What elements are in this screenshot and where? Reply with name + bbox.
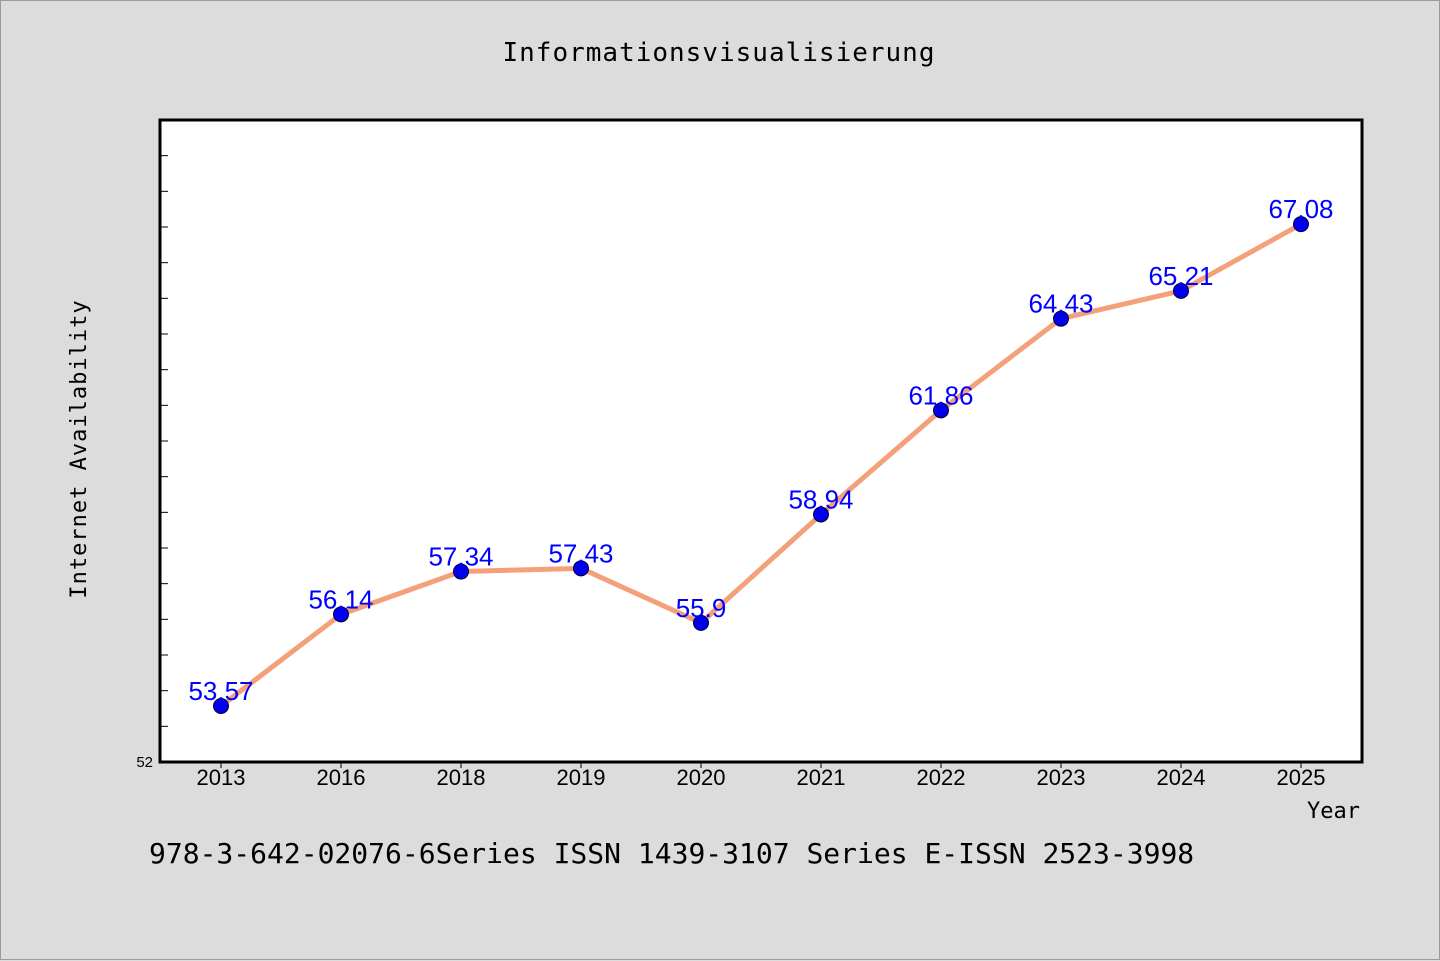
data-point	[1173, 282, 1189, 299]
data-label: 64.43	[1028, 289, 1093, 319]
x-tick-label: 2013	[197, 765, 246, 790]
x-tick-label: 2021	[797, 765, 846, 790]
x-tick-label: 2016	[317, 765, 366, 790]
data-point	[333, 606, 349, 623]
data-label: 65.21	[1148, 261, 1213, 291]
data-label: 55.9	[676, 593, 727, 623]
x-tick-label: 2020	[677, 765, 726, 790]
data-point	[1053, 310, 1069, 327]
plot-area	[158, 118, 1364, 764]
data-label: 58.94	[788, 484, 853, 514]
x-tick-label: 2018	[437, 765, 486, 790]
x-tick-label: 2024	[1157, 765, 1206, 790]
data-labels: 53.57 56.14 57.34 57.43 55.9 58.94 61.86 64.43 6…	[188, 194, 1333, 706]
data-point	[453, 563, 469, 580]
x-tick-label: 2025	[1277, 765, 1326, 790]
data-label: 61.86	[908, 380, 973, 410]
data-label: 57.43	[548, 538, 613, 568]
y-axis-label: Internet Availability	[67, 299, 92, 598]
x-tick-label: 2019	[557, 765, 606, 790]
x-tick-label: 2022	[917, 765, 966, 790]
series-line	[218, 221, 1304, 709]
x-tick-label: 2023	[1037, 765, 1086, 790]
footer-isbn-issn: 978-3-642-02076-6Series ISSN 1439-3107 S…	[149, 837, 1194, 870]
y-tick-label: 52	[136, 754, 153, 771]
x-axis-ticks: 2013 2016 2018 2019 2020 2021 2022 2023 2024 2025	[197, 762, 1326, 790]
data-label: 67.08	[1268, 194, 1333, 224]
data-point	[813, 506, 829, 523]
data-point	[933, 402, 949, 419]
data-label: 56.14	[308, 584, 373, 614]
data-point	[573, 560, 589, 577]
data-label: 57.34	[428, 542, 493, 572]
chart-title: Informationsvisualisierung	[503, 38, 936, 68]
y-axis-ticks: 52	[136, 155, 168, 771]
data-point	[213, 698, 229, 715]
x-axis-label: Year	[1307, 799, 1360, 824]
data-point	[1293, 216, 1309, 233]
data-point	[693, 614, 709, 631]
data-points	[213, 216, 1309, 715]
data-label: 53.57	[188, 676, 253, 706]
